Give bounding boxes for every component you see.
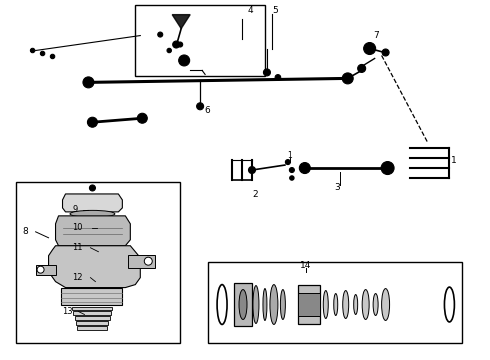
Text: 10: 10: [73, 223, 83, 232]
Text: 9: 9: [73, 206, 78, 215]
Circle shape: [137, 113, 147, 123]
Bar: [75, 316, 110, 320]
Circle shape: [382, 49, 389, 56]
Bar: [77, 327, 107, 330]
Circle shape: [40, 51, 45, 56]
Ellipse shape: [280, 289, 285, 319]
Circle shape: [342, 73, 353, 84]
Circle shape: [172, 41, 180, 48]
Circle shape: [285, 159, 291, 165]
Ellipse shape: [334, 293, 338, 315]
Ellipse shape: [253, 285, 259, 323]
Polygon shape: [49, 246, 140, 288]
Ellipse shape: [382, 289, 390, 320]
Text: 12: 12: [73, 273, 83, 282]
Circle shape: [90, 185, 96, 191]
Ellipse shape: [343, 291, 349, 319]
Circle shape: [144, 257, 152, 265]
Circle shape: [30, 48, 35, 53]
Circle shape: [248, 167, 255, 174]
Circle shape: [87, 117, 98, 127]
Circle shape: [178, 42, 183, 47]
Circle shape: [196, 103, 204, 110]
Text: 3: 3: [335, 184, 341, 193]
Polygon shape: [55, 216, 130, 246]
Text: 5: 5: [272, 6, 278, 15]
Ellipse shape: [70, 210, 115, 217]
Text: 2: 2: [252, 190, 258, 199]
Circle shape: [290, 176, 294, 180]
Bar: [73, 306, 112, 310]
Bar: [74, 311, 111, 315]
Circle shape: [50, 54, 55, 59]
Text: 4: 4: [248, 6, 254, 15]
Text: 13: 13: [63, 307, 73, 316]
Polygon shape: [63, 194, 122, 212]
Text: 7: 7: [374, 31, 379, 40]
Ellipse shape: [373, 293, 378, 315]
Bar: [135, 5, 265, 76]
Circle shape: [358, 64, 366, 72]
Circle shape: [290, 167, 294, 172]
Ellipse shape: [217, 285, 227, 324]
Circle shape: [381, 162, 394, 175]
Polygon shape: [172, 15, 190, 28]
Ellipse shape: [239, 289, 247, 319]
Bar: [298, 285, 320, 324]
Circle shape: [364, 42, 376, 54]
Polygon shape: [61, 288, 122, 305]
Polygon shape: [36, 265, 55, 275]
Text: 14: 14: [300, 261, 311, 270]
Circle shape: [167, 48, 171, 53]
Bar: [208, 262, 463, 343]
Ellipse shape: [444, 287, 454, 322]
Text: 1: 1: [451, 156, 457, 165]
Ellipse shape: [263, 289, 267, 320]
Ellipse shape: [323, 291, 328, 319]
Polygon shape: [128, 255, 155, 268]
Text: 11: 11: [73, 243, 83, 252]
Circle shape: [264, 69, 270, 76]
Bar: [16, 182, 180, 343]
Text: 1: 1: [287, 150, 292, 159]
Ellipse shape: [354, 294, 358, 315]
Circle shape: [83, 77, 94, 88]
Circle shape: [299, 163, 310, 174]
Bar: [234, 283, 252, 327]
Bar: [76, 321, 108, 325]
Polygon shape: [298, 293, 320, 316]
Circle shape: [275, 75, 281, 80]
Ellipse shape: [362, 289, 369, 319]
Text: 8: 8: [23, 227, 28, 236]
Text: 6: 6: [204, 106, 210, 115]
Ellipse shape: [270, 285, 278, 324]
Circle shape: [37, 266, 44, 273]
Circle shape: [179, 55, 190, 66]
Circle shape: [158, 32, 163, 37]
